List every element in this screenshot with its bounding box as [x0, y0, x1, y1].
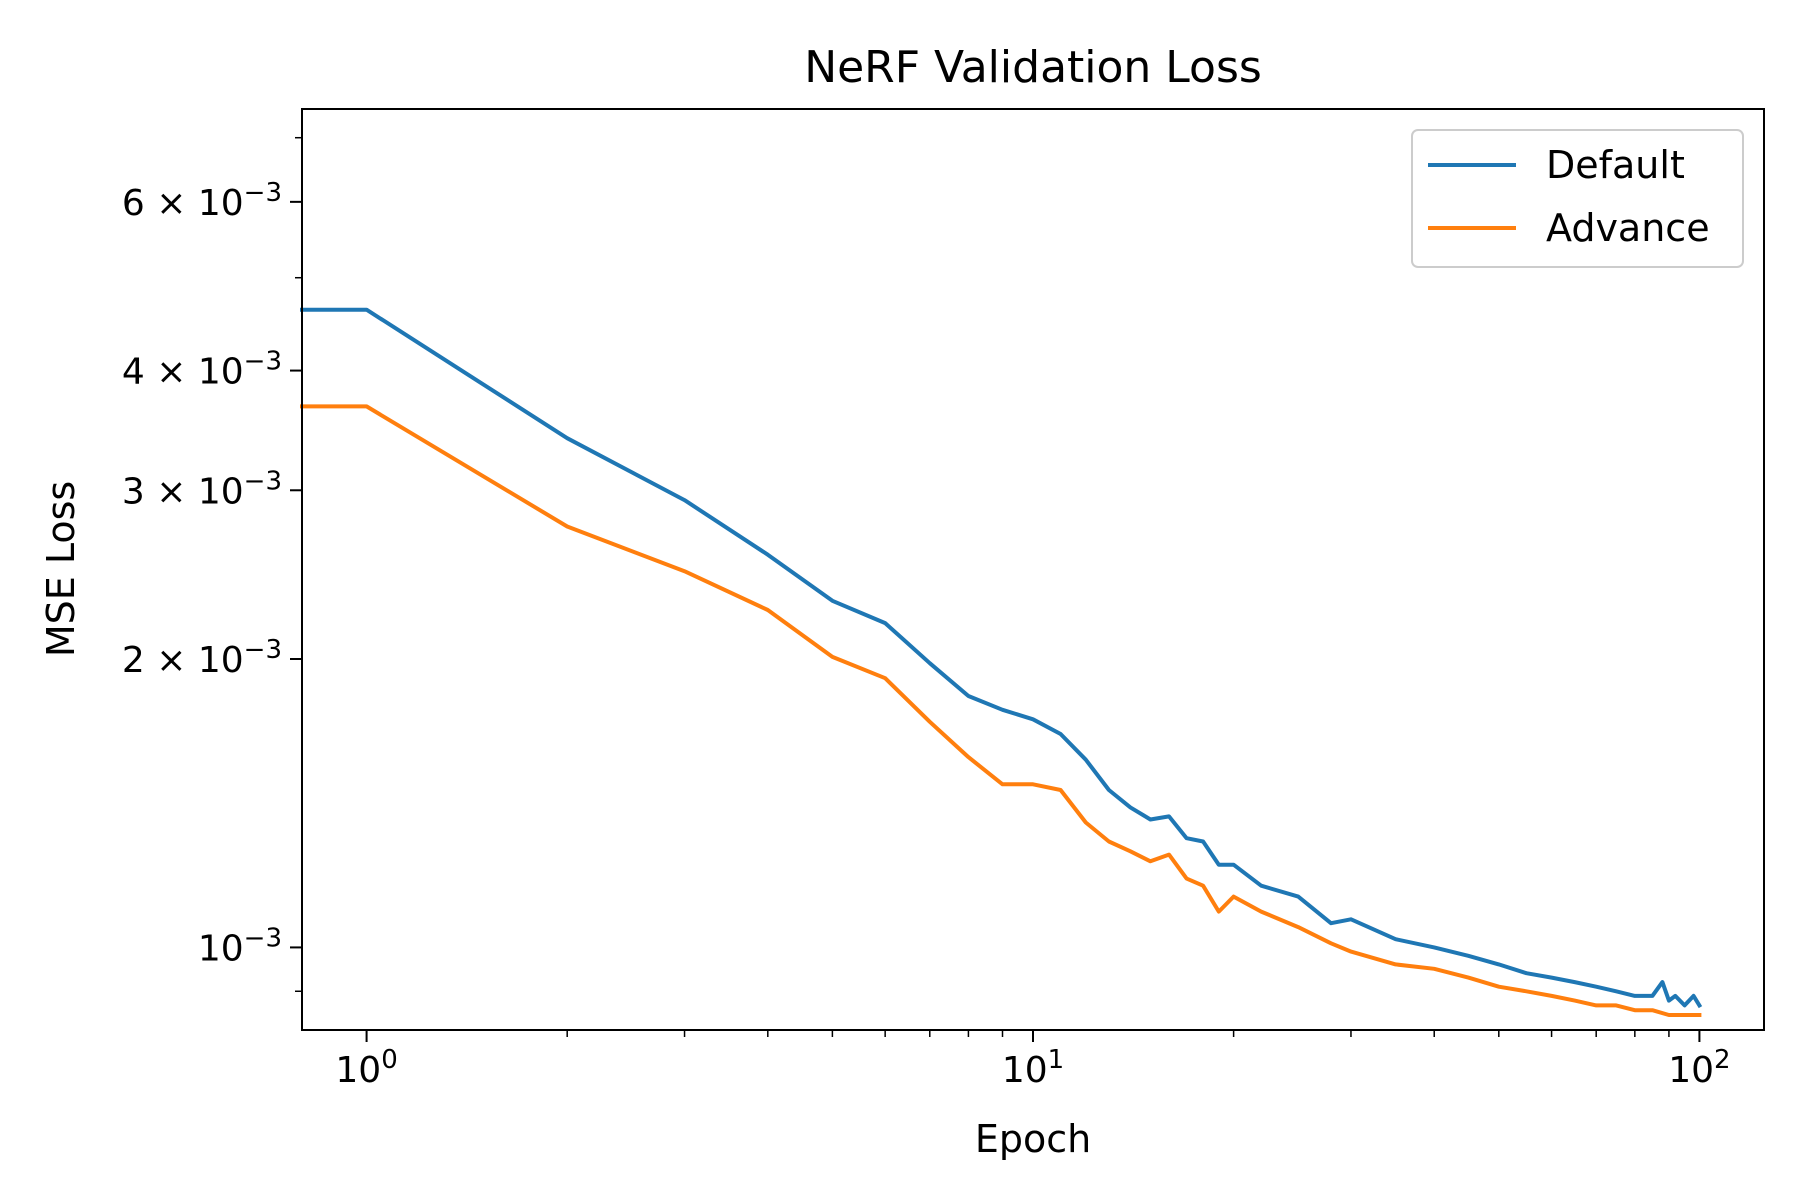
- y-tick-exponent: −3: [244, 178, 282, 208]
- y-tick-label: 6 × 10−3: [122, 178, 282, 224]
- x-tick-exponent: 2: [1714, 1045, 1731, 1075]
- y-tick-exponent: −3: [244, 923, 282, 953]
- y-axis-label: MSE Loss: [39, 481, 83, 657]
- legend-label-default: Default: [1546, 143, 1685, 187]
- x-tick-exponent: 1: [1048, 1045, 1065, 1075]
- series-line-default: [300, 307, 1703, 1009]
- x-tick-label: 102: [1668, 1045, 1730, 1091]
- y-tick-label: 10−3: [198, 923, 282, 969]
- y-tick-label: 3 × 10−3: [122, 466, 282, 512]
- x-tick-exponent: 0: [381, 1045, 398, 1075]
- y-tick-exponent: −3: [244, 347, 282, 377]
- chart-title: NeRF Validation Loss: [804, 42, 1262, 93]
- legend: Default Advance: [1411, 129, 1744, 268]
- y-tick-exponent: −3: [244, 466, 282, 496]
- plot-area-frame: [301, 108, 1765, 1031]
- y-tick-label: 4 × 10−3: [122, 347, 282, 393]
- y-tick-exponent: −3: [244, 635, 282, 665]
- x-tick-label: 100: [335, 1045, 397, 1091]
- x-axis-label: Epoch: [975, 1117, 1091, 1161]
- series-layer: [300, 307, 1703, 1017]
- y-tick-label: 2 × 10−3: [122, 635, 282, 681]
- x-tick-label: 101: [1002, 1045, 1064, 1091]
- series-line-advance: [300, 404, 1702, 1017]
- legend-label-advance: Advance: [1546, 206, 1710, 250]
